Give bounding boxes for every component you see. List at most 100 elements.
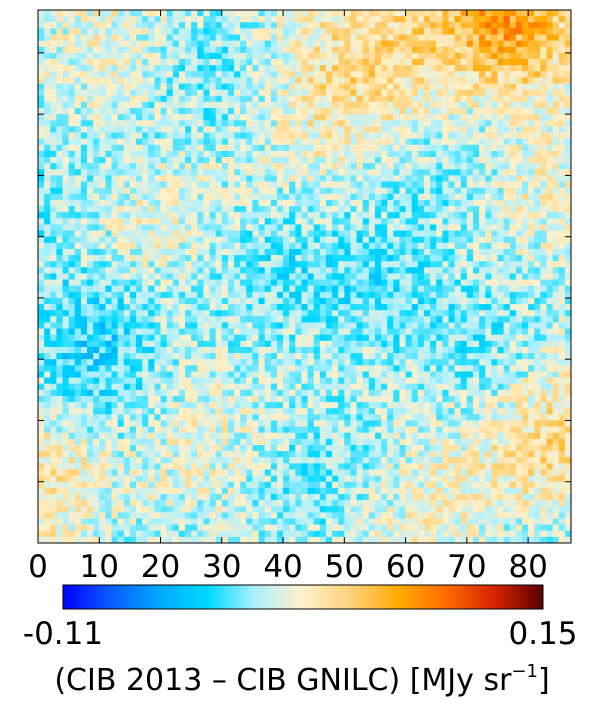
heatmap-cell (313, 285, 321, 293)
heatmap-cell (430, 169, 437, 176)
heatmap-cell (491, 291, 498, 299)
heatmap-cell (546, 322, 553, 329)
heatmap-cell (497, 285, 504, 293)
heatmap-cell (136, 108, 143, 115)
heatmap-cell (307, 150, 315, 158)
heatmap-cell (564, 77, 572, 84)
heatmap-cell (295, 279, 302, 287)
heatmap-cell (123, 34, 131, 41)
heatmap-cell (430, 181, 437, 189)
heatmap-cell (442, 163, 449, 170)
heatmap-cell (436, 206, 443, 213)
heatmap-cell (381, 193, 388, 201)
heatmap-cell (295, 206, 302, 213)
heatmap-cell (552, 59, 560, 66)
heatmap-cell (166, 150, 174, 158)
heatmap-cell (56, 144, 63, 152)
heatmap-cell (509, 46, 517, 54)
heatmap-cell (393, 83, 400, 90)
heatmap-cell (227, 187, 235, 195)
heatmap-cell (423, 279, 431, 287)
heatmap-cell (172, 206, 180, 213)
heatmap-cell (338, 132, 345, 140)
heatmap-cell (509, 304, 517, 311)
heatmap-cell (417, 59, 425, 66)
heatmap-cell (430, 108, 437, 115)
heatmap-cell (540, 46, 547, 54)
heatmap-cell (338, 71, 345, 78)
heatmap-cell (509, 138, 517, 146)
heatmap-cell (393, 334, 400, 342)
heatmap-cell (276, 83, 284, 90)
heatmap-cell (99, 359, 106, 366)
heatmap-cell (387, 248, 394, 256)
heatmap-cell (209, 230, 217, 238)
heatmap-cell (246, 353, 253, 360)
heatmap-cell (448, 279, 455, 287)
heatmap-cell (148, 310, 155, 317)
heatmap-cell (87, 248, 94, 256)
heatmap-cell (276, 353, 284, 360)
heatmap-cell (362, 89, 370, 97)
heatmap-cell (209, 77, 217, 84)
heatmap-cell (191, 328, 198, 336)
heatmap-cell (209, 310, 217, 317)
heatmap-cell (387, 126, 394, 133)
heatmap-cell (319, 77, 327, 84)
heatmap-cell (160, 291, 168, 299)
heatmap-cell (289, 267, 296, 274)
heatmap-cell (215, 108, 223, 115)
heatmap-cell (411, 255, 419, 262)
heatmap-cell (564, 181, 572, 189)
heatmap-cell (142, 273, 149, 280)
heatmap-cell (521, 132, 529, 140)
heatmap-cell (172, 175, 180, 182)
heatmap-cell (289, 101, 296, 109)
heatmap-cell (350, 297, 357, 305)
heatmap-cell (166, 71, 174, 78)
heatmap-cell (521, 16, 529, 23)
heatmap-cell (460, 83, 468, 90)
heatmap-cell (258, 46, 266, 54)
heatmap-cell (215, 359, 223, 366)
heatmap-cell (136, 224, 143, 231)
heatmap-cell (117, 340, 125, 348)
heatmap-cell (485, 273, 492, 280)
heatmap-cell (503, 150, 511, 158)
heatmap-cell (50, 34, 57, 41)
heatmap-cell (362, 285, 370, 293)
heatmap-cell (142, 255, 149, 262)
heatmap-cell (442, 157, 449, 164)
heatmap-cell (172, 46, 180, 54)
heatmap-cell (356, 71, 364, 78)
heatmap-cell (50, 224, 57, 231)
heatmap-cell (405, 144, 413, 152)
heatmap-cell (240, 16, 247, 23)
heatmap-cell (356, 193, 364, 201)
heatmap-cell (399, 218, 406, 225)
heatmap-cell (485, 261, 492, 268)
heatmap-cell (368, 261, 376, 268)
heatmap-cell (105, 150, 112, 158)
heatmap-cell (56, 108, 63, 115)
heatmap-cell (246, 255, 253, 262)
heatmap-cell (528, 255, 535, 262)
heatmap-cell (540, 157, 547, 164)
heatmap-cell (405, 310, 413, 317)
heatmap-cell (417, 138, 425, 146)
heatmap-cell (460, 77, 468, 84)
heatmap-cell (270, 169, 278, 176)
heatmap-cell (399, 236, 406, 244)
heatmap-cell (368, 16, 376, 23)
heatmap-cell (350, 248, 357, 256)
heatmap-cell (44, 267, 51, 274)
heatmap-cell (111, 285, 118, 293)
heatmap-cell (295, 340, 302, 348)
heatmap-cell (350, 322, 357, 329)
heatmap-cell (368, 255, 376, 262)
heatmap-cell (546, 255, 553, 262)
heatmap-cell (448, 138, 455, 146)
heatmap-cell (423, 16, 431, 23)
heatmap-cell (38, 359, 45, 366)
